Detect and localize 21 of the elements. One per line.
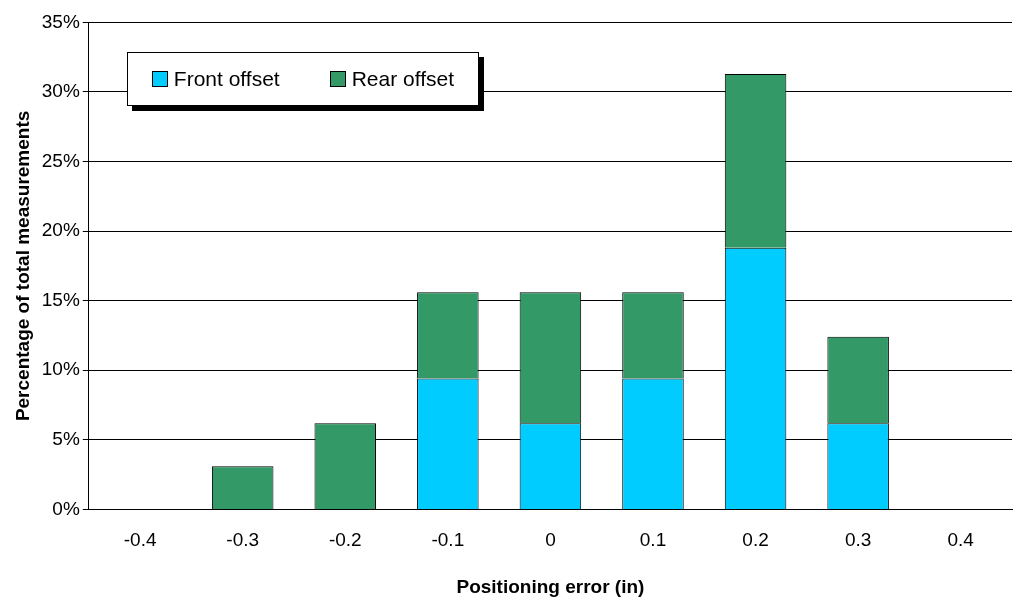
legend-label: Front offset bbox=[173, 67, 280, 92]
y-axis-title: Percentage of total measurements bbox=[11, 110, 33, 422]
x-tick-label: 0.4 bbox=[947, 529, 975, 551]
y-tick-label: 25% bbox=[41, 149, 80, 171]
x-tick-label: 0.3 bbox=[844, 529, 872, 551]
y-tick-label: 10% bbox=[41, 358, 80, 380]
x-tick-label: -0.3 bbox=[226, 529, 260, 551]
x-tick-label: 0 bbox=[545, 529, 556, 551]
x-tick-label: 0.2 bbox=[742, 529, 769, 551]
x-axis-title: Positioning error (in) bbox=[456, 575, 645, 597]
x-tick-label: -0.4 bbox=[123, 529, 157, 551]
y-tick-label: 30% bbox=[41, 80, 80, 102]
y-tick-label: 35% bbox=[41, 10, 80, 32]
x-tick-label: 0.1 bbox=[639, 529, 667, 551]
x-tick-label: -0.1 bbox=[431, 529, 465, 551]
y-tick-label: 0% bbox=[52, 497, 80, 519]
y-tick-label: 5% bbox=[52, 428, 80, 450]
legend-label: Rear offset bbox=[351, 67, 454, 92]
y-tick-label: 20% bbox=[41, 219, 80, 241]
x-tick-label: -0.2 bbox=[328, 529, 362, 551]
y-tick-label: 15% bbox=[41, 288, 80, 310]
